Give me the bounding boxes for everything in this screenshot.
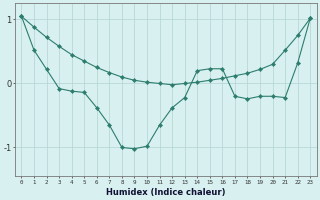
X-axis label: Humidex (Indice chaleur): Humidex (Indice chaleur) [106, 188, 226, 197]
